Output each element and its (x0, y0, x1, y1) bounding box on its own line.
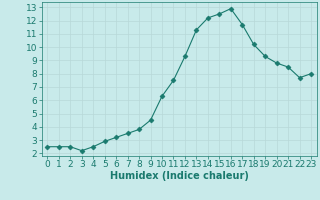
X-axis label: Humidex (Indice chaleur): Humidex (Indice chaleur) (110, 171, 249, 181)
